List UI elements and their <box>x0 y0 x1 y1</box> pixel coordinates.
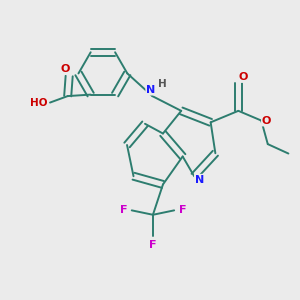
Text: N: N <box>195 175 204 185</box>
Text: O: O <box>61 64 70 74</box>
Text: F: F <box>120 206 127 215</box>
Text: HO: HO <box>30 98 47 108</box>
Text: O: O <box>238 72 248 82</box>
Text: F: F <box>149 240 157 250</box>
Text: O: O <box>262 116 271 126</box>
Text: F: F <box>178 206 186 215</box>
Text: N: N <box>146 85 155 94</box>
Text: H: H <box>158 79 167 89</box>
